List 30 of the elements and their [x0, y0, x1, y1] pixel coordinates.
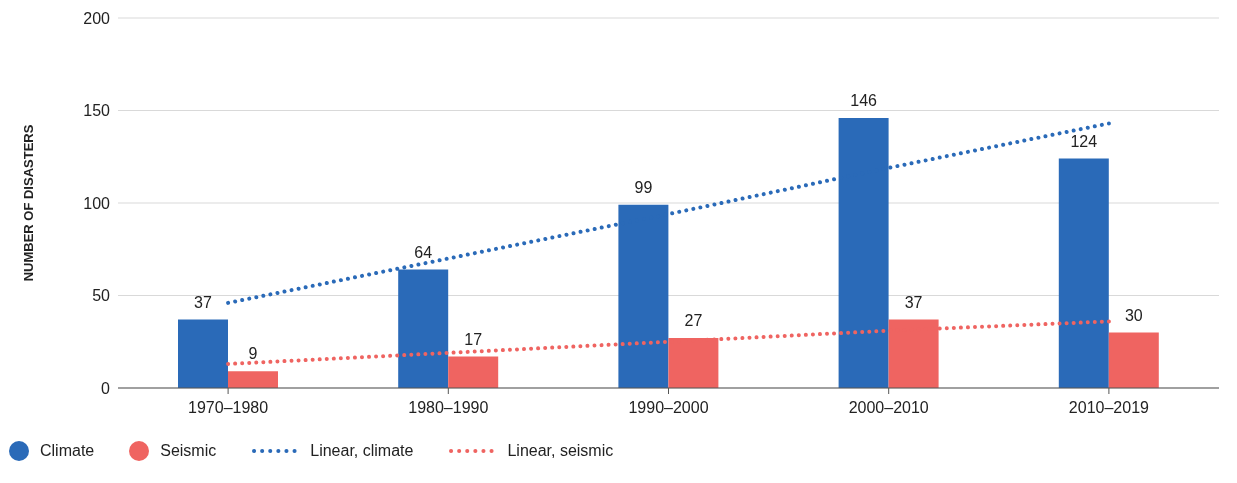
legend-label: Seismic — [160, 442, 217, 460]
data-label: 17 — [464, 330, 483, 348]
x-tick-label: 1990–2000 — [628, 399, 709, 417]
bar — [1108, 332, 1159, 388]
y-tick-label: 100 — [83, 194, 111, 212]
y-axis-title: NUMBER OF DISASTERS — [20, 124, 36, 282]
y-tick-label: 0 — [101, 379, 111, 397]
data-label: 9 — [248, 345, 258, 363]
data-label: 30 — [1124, 306, 1143, 324]
legend-label: Linear, climate — [310, 442, 414, 460]
x-tick-label: 1970–1980 — [188, 399, 269, 417]
data-label: 64 — [414, 243, 433, 261]
data-label: 146 — [850, 91, 878, 109]
legend-label: Linear, seismic — [507, 442, 614, 460]
x-tick-label: 2000–2010 — [848, 399, 929, 417]
legend-label: Climate — [40, 442, 95, 460]
data-label: 37 — [194, 293, 212, 311]
bar — [178, 319, 228, 388]
data-label: 99 — [634, 178, 653, 196]
x-tick-label: 2010–2019 — [1068, 399, 1150, 417]
bar — [228, 371, 278, 388]
y-tick-label: 200 — [83, 9, 111, 27]
y-tick-label: 150 — [83, 102, 111, 120]
data-label: 37 — [904, 293, 923, 311]
bar — [448, 356, 499, 388]
data-label: 27 — [684, 312, 703, 330]
data-label: 124 — [1070, 132, 1098, 150]
y-tick-label: 50 — [92, 287, 111, 305]
bar — [1058, 158, 1109, 388]
x-tick-label: 1980–1990 — [408, 399, 489, 417]
